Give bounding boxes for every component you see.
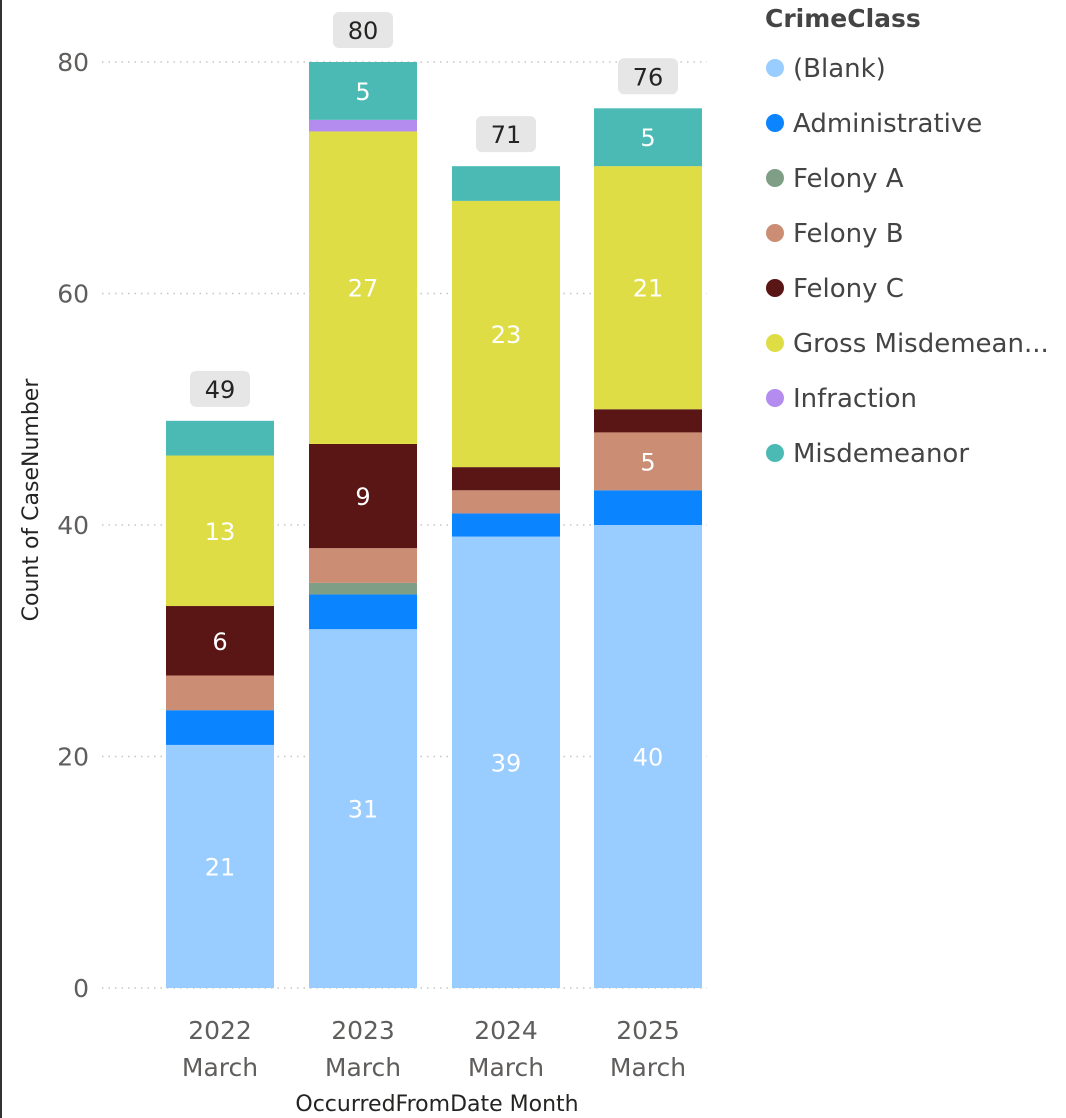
bar-segment[interactable] [166, 675, 274, 711]
segment-value-label: 6 [212, 628, 227, 656]
legend-item[interactable]: Felony C [766, 274, 904, 304]
bar-segment[interactable] [452, 467, 560, 491]
bar-segment[interactable] [309, 131, 417, 444]
legend-label: Infraction [793, 384, 917, 414]
bars [166, 62, 702, 988]
y-tick-label: 0 [73, 974, 89, 1003]
y-axis-ticks: 0 20 40 60 80 [57, 48, 89, 1003]
total-label: 80 [348, 17, 379, 45]
y-axis-title: Count of CaseNumber [19, 378, 44, 622]
legend-item[interactable]: Infraction [766, 384, 917, 414]
bar-segment[interactable] [594, 108, 702, 167]
bar-segment[interactable] [594, 166, 702, 410]
y-tick-label: 20 [57, 743, 89, 772]
legend[interactable]: (Blank) Administrative Felony A Felony B Fel… [766, 54, 1049, 469]
bar-segment[interactable] [452, 166, 560, 201]
bar-segment[interactable] [594, 409, 702, 433]
legend-marker [766, 169, 784, 187]
x-tick-label-year: 2023 [331, 1016, 395, 1045]
legend-marker [766, 279, 784, 297]
legend-title: CrimeClass [765, 4, 921, 33]
x-axis-title: OccurredFromDate Month [295, 1092, 578, 1117]
y-tick-label: 60 [57, 280, 89, 309]
segment-value-label: 9 [355, 483, 370, 511]
bar-segment[interactable] [452, 513, 560, 537]
bar-segment[interactable] [452, 490, 560, 514]
x-axis-labels: 2022 March 2023 March 2024 March 2025 March [182, 1016, 686, 1082]
total-label-bg [618, 58, 678, 95]
legend-item[interactable]: Felony A [766, 164, 904, 194]
segment-labels: 21 6 13 31 9 27 5 39 23 40 5 21 5 [205, 78, 664, 882]
bar-segment[interactable] [594, 490, 702, 525]
total-label: 76 [633, 63, 664, 91]
x-tick-label-year: 2022 [188, 1016, 252, 1045]
bar-segment[interactable] [309, 548, 417, 583]
bar-segment[interactable] [166, 710, 274, 745]
legend-label: Felony B [793, 219, 904, 249]
segment-value-label: 31 [348, 796, 379, 824]
total-labels: 49 80 71 76 [190, 12, 678, 407]
x-tick-label-month: March [610, 1053, 686, 1082]
segment-value-label: 5 [355, 78, 370, 106]
legend-marker [766, 444, 784, 462]
total-label: 71 [491, 121, 522, 149]
legend-item[interactable]: (Blank) [766, 54, 886, 84]
legend-marker [766, 389, 784, 407]
segment-value-label: 23 [491, 321, 522, 349]
x-tick-label-year: 2024 [474, 1016, 538, 1045]
legend-item[interactable]: Misdemeanor [766, 439, 969, 469]
bar-segment[interactable] [309, 62, 417, 120]
legend-item[interactable]: Gross Misdemean... [766, 329, 1049, 359]
y-tick-label: 80 [57, 48, 89, 77]
legend-label: Misdemeanor [793, 439, 969, 469]
total-label: 49 [205, 376, 236, 404]
segment-value-label: 40 [633, 744, 664, 772]
segment-value-label: 13 [205, 518, 236, 546]
total-label-bg [333, 12, 393, 48]
legend-marker [766, 224, 784, 242]
segment-value-label: 27 [348, 275, 379, 303]
legend-marker [766, 114, 784, 132]
bar-segment[interactable] [166, 420, 274, 456]
legend-item[interactable]: Administrative [766, 109, 982, 139]
legend-label: Administrative [793, 109, 982, 139]
segment-value-label: 39 [491, 749, 522, 777]
legend-label: Felony C [793, 274, 904, 304]
x-tick-label-month: March [468, 1053, 544, 1082]
legend-label: Gross Misdemean... [793, 329, 1049, 359]
bar-segment[interactable] [309, 119, 417, 132]
total-label-bg [190, 370, 250, 407]
x-tick-label-year: 2025 [616, 1016, 680, 1045]
segment-value-label: 5 [640, 124, 655, 152]
segment-value-label: 5 [640, 448, 655, 476]
legend-label: Felony A [793, 164, 904, 194]
bar-segment[interactable] [452, 536, 560, 988]
y-tick-label: 40 [57, 511, 89, 540]
segment-value-label: 21 [633, 275, 664, 303]
segment-value-label: 21 [205, 853, 236, 881]
x-tick-label-month: March [182, 1053, 258, 1082]
legend-item[interactable]: Felony B [766, 219, 904, 249]
legend-marker [766, 334, 784, 352]
legend-marker [766, 59, 784, 77]
x-tick-label-month: March [325, 1053, 401, 1082]
legend-label: (Blank) [793, 54, 886, 84]
bar-segment[interactable] [309, 629, 417, 988]
bar-segment[interactable] [452, 200, 560, 468]
bar-segment[interactable] [594, 525, 702, 988]
total-label-bg [476, 116, 536, 153]
bar-segment[interactable] [166, 455, 274, 607]
bar-segment[interactable] [166, 606, 274, 676]
bar-segment[interactable] [594, 432, 702, 491]
bar-segment[interactable] [166, 744, 274, 988]
bar-segment[interactable] [309, 582, 417, 595]
bar-segment[interactable] [309, 443, 417, 549]
bar-segment[interactable] [309, 594, 417, 630]
